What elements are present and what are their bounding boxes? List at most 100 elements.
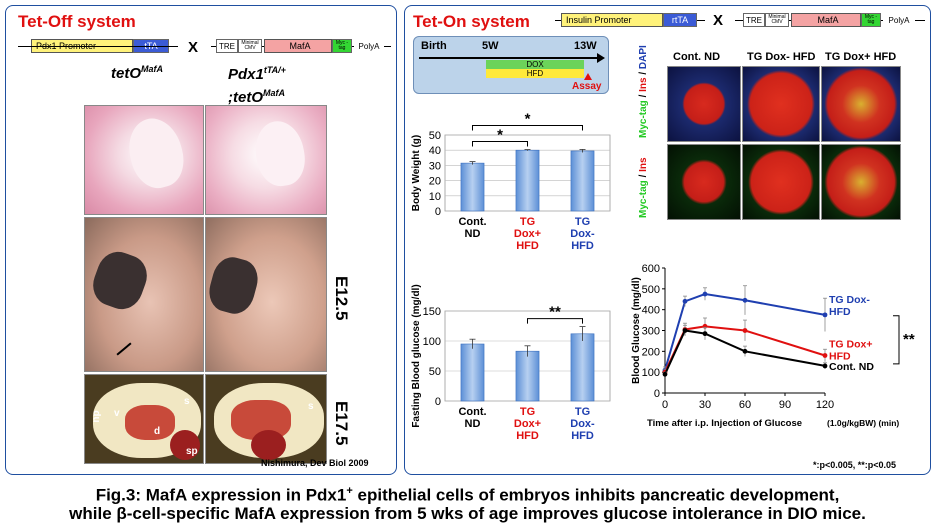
x-category-label: Dox- [570,228,595,240]
mafa-box: MafA [264,39,332,53]
rt-polya-box: PolyA [883,13,915,27]
x-axis-unit-label: (1.0g/kgBW) (min) [827,418,899,428]
histo-cont-dapi [667,66,741,142]
minimal-cmv-box: Minimal CMV [238,39,262,53]
tet-on-panel: Tet-On system Insulin Promoter rtTA X TR… [404,5,931,475]
y-tick-label: 100 [423,336,441,348]
organ-label-sp: sp [186,446,198,457]
organ-label-du: du [90,410,102,423]
x-category-label: Dox- [570,418,595,430]
series-label: Cont. ND [829,361,874,373]
tre-box: TRE [216,39,238,53]
significance-note: *:p<0.005, **:p<0.05 [813,460,897,470]
y-tick-label: 10 [429,191,441,203]
timeline-assay: Assay [572,81,602,92]
y-tick-label: 0 [435,396,441,408]
photo-pdx1-e12 [205,217,327,372]
photo-pdx1-e17 [205,374,327,464]
photo-tetO-e17 [84,374,204,464]
histo-dox-plus-dapi [821,66,901,142]
timeline-5w: 5W [482,40,499,52]
y-tick-label: 400 [642,305,660,317]
x-category-label: TG [575,406,590,418]
y-tick-label: 600 [642,263,660,275]
y-tick-label: 0 [654,388,660,400]
bar [515,350,540,402]
timeline-axis [419,57,599,59]
x-category-label: HFD [571,430,594,442]
organ-label-v: v [114,408,120,419]
x-tick-label: 30 [699,399,711,411]
timeline-dox-bar: DOX [486,60,584,69]
histo-col-3: TG Dox+ HFD [825,51,897,63]
genotype-tetO: tetOMafA [111,64,163,82]
histo-col-1: Cont. ND [673,51,721,63]
data-point [702,291,708,297]
series-label: HFD [829,351,851,363]
y-tick-label: 150 [423,306,441,318]
photo-pdx1-pancreas [205,105,327,215]
stage-e17-label: E17.5 [332,401,351,446]
organ-label-d: d [154,426,161,437]
histo-col-2: TG Dox- HFD [747,51,816,63]
rt-cross-symbol: X [713,12,724,29]
rt-myc-tag-box: Myc -tag [861,13,881,27]
x-tick-label: 0 [662,399,668,411]
myc-tag-box: Myc -tag [332,39,352,53]
histo-dox-minus-ins [742,144,820,220]
series-label: TG Dox+ [829,339,872,351]
data-point [682,328,688,333]
polya-box: PolyA [354,39,384,53]
data-point [702,331,708,337]
cross-symbol: X [188,39,199,56]
stage-e12-label: E12.5 [332,276,351,321]
bar [515,149,540,212]
bar [570,150,595,212]
rt-minimal-cmv-box: Minimal CMV [765,13,789,27]
rt-tre-box: TRE [743,13,765,27]
series-label: TG Dox- [829,294,870,306]
significance-bracket [893,315,900,365]
histo-dox-plus-ins [821,144,901,220]
insulin-promoter-box: Insulin Promoter [561,13,663,27]
series-label: HFD [829,306,851,318]
significance-label: ** [903,331,915,348]
x-category-label: HFD [516,240,539,250]
ipgtt-chart: 0 100 200 300 400 500 600 0 30 60 90 120 Blood Gluco… [631,263,915,429]
photo-tetO-e12 [84,217,204,372]
citation: Nishimura, Dev Biol 2009 [261,458,369,468]
histo-dox-minus-dapi [742,66,820,142]
y-tick-label: 0 [435,206,441,218]
data-point [742,297,748,303]
x-category-label: TG [575,216,590,228]
x-category-label: HFD [516,430,539,442]
x-category-label: Dox+ [514,418,541,430]
x-category-label: Dox+ [514,228,541,240]
timeline-birth: Birth [421,40,447,52]
y-tick-label: 20 [429,176,441,188]
histo-row2-label: Myc-tag / Ins [638,157,649,218]
y-tick-label: 50 [429,366,441,378]
x-category-label: Cont. [458,406,486,418]
genotype-pdx1-tetO: Pdx1tTA/+ ;tetOMafA [228,65,286,106]
y-axis-label: Blood Glucose (mg/dl) [631,277,642,384]
timeline-13w: 13W [574,40,597,52]
timeline: Birth 5W 13W DOX HFD Assay [413,36,609,94]
data-point [822,353,828,358]
tet-off-panel: Tet-Off system Pdx1 Promoter tTA X TRE M… [5,5,397,475]
rtta-box: rtTA [663,13,697,27]
assay-marker-icon [584,73,592,80]
y-tick-label: 100 [642,367,660,379]
tet-off-title: Tet-Off system [18,12,136,31]
y-tick-label: 40 [429,145,441,157]
data-point [682,298,688,304]
x-tick-label: 60 [739,399,751,411]
x-tick-label: 120 [816,399,834,411]
y-tick-label: 300 [642,326,660,338]
data-point [662,371,668,377]
timeline-arrowhead [597,53,605,63]
significance-bracket [472,140,528,147]
tet-on-title: Tet-On system [413,12,530,31]
timeline-hfd-bar: HFD [486,69,584,78]
